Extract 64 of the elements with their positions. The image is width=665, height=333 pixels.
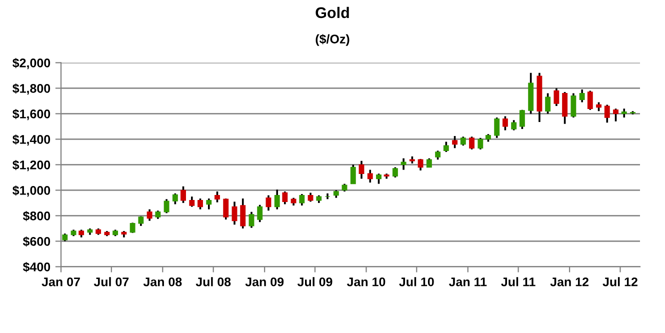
candlestick xyxy=(274,188,280,210)
candlestick xyxy=(511,119,517,132)
x-tick-label: Jul 08 xyxy=(196,277,231,286)
x-tick-label: Jul 09 xyxy=(297,277,332,286)
candlestick xyxy=(452,135,458,150)
candlestick xyxy=(587,90,593,111)
candlestick xyxy=(180,185,186,204)
x-tick-label: Jul 10 xyxy=(399,277,434,286)
candlestick xyxy=(130,222,136,234)
x-tick-label: Jul 11 xyxy=(501,277,536,286)
x-tick-label: Jan 12 xyxy=(550,277,588,286)
candlestick xyxy=(367,168,373,184)
candlestick xyxy=(358,160,364,180)
candlestick xyxy=(400,157,406,171)
y-tick-label: $1,600 xyxy=(12,108,50,120)
x-tick-label: Jan 09 xyxy=(245,277,284,286)
candlestick xyxy=(299,193,305,206)
candlestick xyxy=(579,88,585,104)
x-tick-label: Jul 12 xyxy=(602,277,638,286)
candlestick xyxy=(223,198,229,220)
candlestick xyxy=(502,115,508,132)
x-tick-label: Jan 11 xyxy=(448,278,487,286)
x-tick-label: Jan 08 xyxy=(143,277,182,286)
chart-subtitle: ($/Oz) xyxy=(316,34,350,46)
x-tick-label: Jan 10 xyxy=(346,277,386,286)
candlestick xyxy=(554,87,560,107)
candlestick xyxy=(613,108,618,122)
candlestick xyxy=(443,140,449,153)
candlestick xyxy=(469,136,475,150)
candlestick xyxy=(562,91,568,125)
y-tick-label: $1,200 xyxy=(12,160,50,172)
candlestick xyxy=(214,190,220,204)
chart-title: Gold xyxy=(316,6,349,18)
candlestick xyxy=(570,92,576,118)
candlestick xyxy=(240,198,246,230)
candlestick xyxy=(198,198,203,210)
y-tick-label: $800 xyxy=(22,210,50,222)
candlestick xyxy=(189,196,195,208)
candlestick xyxy=(248,210,254,229)
candlestick xyxy=(494,116,500,139)
candlestick xyxy=(232,200,238,226)
candlestick xyxy=(172,192,178,206)
candlestick xyxy=(282,190,288,206)
candlestick xyxy=(206,198,212,210)
candlestick xyxy=(257,204,263,223)
y-tick-label: $1,800 xyxy=(12,83,50,95)
candlestick xyxy=(350,164,356,185)
y-tick-label: $1,400 xyxy=(12,134,50,146)
candlestick xyxy=(478,137,484,150)
candlestick xyxy=(376,172,382,185)
y-tick-label: $400 xyxy=(22,262,50,272)
candlestick xyxy=(266,194,272,212)
candlestick xyxy=(418,158,424,172)
candlestick xyxy=(545,92,551,115)
y-tick-label: $2,000 xyxy=(12,58,50,70)
candlestick xyxy=(519,108,525,130)
y-tick-label: $600 xyxy=(22,236,50,247)
candlestick xyxy=(164,198,170,214)
candlestick xyxy=(146,208,152,222)
candlestick xyxy=(392,166,398,178)
y-tick-label: $1,000 xyxy=(12,185,50,197)
candlestick xyxy=(604,104,610,124)
x-tick-label: Jul 07 xyxy=(94,277,129,286)
x-tick-label: Jan 07 xyxy=(42,277,80,286)
